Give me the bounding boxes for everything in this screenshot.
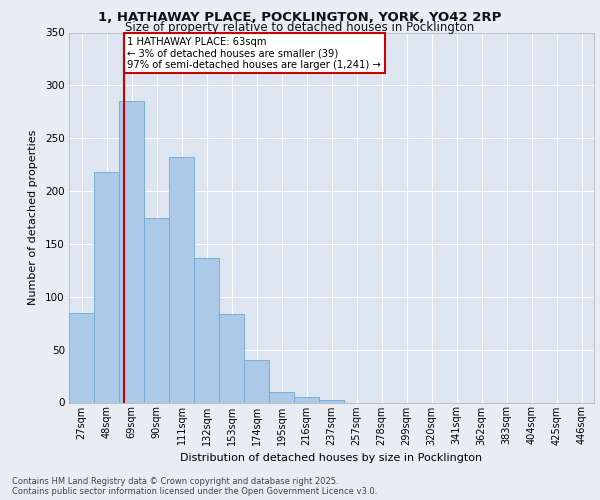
Bar	[169, 157, 194, 402]
Bar	[145, 218, 169, 402]
Bar	[220, 314, 244, 402]
Text: Contains HM Land Registry data © Crown copyright and database right 2025.
Contai: Contains HM Land Registry data © Crown c…	[12, 476, 377, 496]
Bar	[94, 172, 119, 402]
Bar	[269, 392, 293, 402]
Text: Size of property relative to detached houses in Pocklington: Size of property relative to detached ho…	[125, 22, 475, 35]
Bar	[295, 397, 319, 402]
X-axis label: Distribution of detached houses by size in Pocklington: Distribution of detached houses by size …	[181, 453, 482, 463]
Bar	[194, 258, 218, 402]
Y-axis label: Number of detached properties: Number of detached properties	[28, 130, 38, 305]
Bar	[244, 360, 269, 403]
Text: 1 HATHAWAY PLACE: 63sqm
← 3% of detached houses are smaller (39)
97% of semi-det: 1 HATHAWAY PLACE: 63sqm ← 3% of detached…	[127, 36, 381, 70]
Text: 1, HATHAWAY PLACE, POCKLINGTON, YORK, YO42 2RP: 1, HATHAWAY PLACE, POCKLINGTON, YORK, YO…	[98, 11, 502, 24]
Bar	[119, 101, 143, 402]
Bar	[70, 312, 94, 402]
Bar	[319, 400, 344, 402]
